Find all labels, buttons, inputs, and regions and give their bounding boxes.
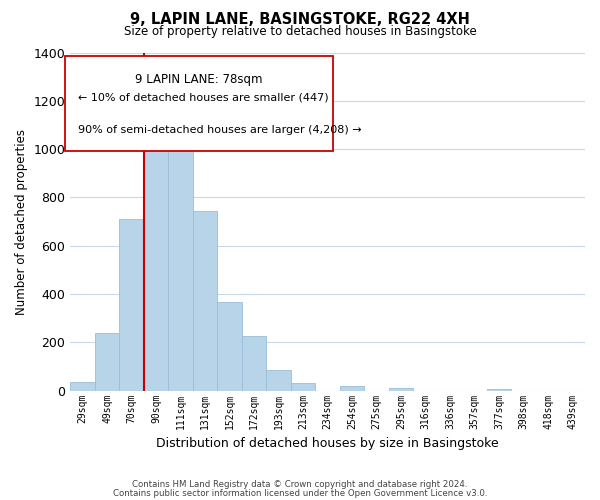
Text: Size of property relative to detached houses in Basingstoke: Size of property relative to detached ho… (124, 25, 476, 38)
Text: ← 10% of detached houses are smaller (447): ← 10% of detached houses are smaller (44… (78, 93, 329, 103)
Text: Contains HM Land Registry data © Crown copyright and database right 2024.: Contains HM Land Registry data © Crown c… (132, 480, 468, 489)
Bar (70, 382, 95, 390)
FancyBboxPatch shape (65, 56, 333, 150)
Bar (340, 386, 364, 390)
Text: Contains public sector information licensed under the Open Government Licence v3: Contains public sector information licen… (113, 488, 487, 498)
Bar (217, 302, 242, 390)
Bar (266, 370, 291, 390)
Bar (291, 384, 316, 390)
X-axis label: Distribution of detached houses by size in Basingstoke: Distribution of detached houses by size … (157, 437, 499, 450)
Bar (242, 336, 266, 390)
Text: 9, LAPIN LANE, BASINGSTOKE, RG22 4XH: 9, LAPIN LANE, BASINGSTOKE, RG22 4XH (130, 12, 470, 28)
Bar (193, 210, 217, 390)
Bar (169, 122, 193, 390)
Y-axis label: Number of detached properties: Number of detached properties (15, 128, 28, 314)
Bar (144, 126, 169, 390)
Bar (119, 219, 144, 390)
Text: 9 LAPIN LANE: 78sqm: 9 LAPIN LANE: 78sqm (135, 73, 263, 86)
Text: 90% of semi-detached houses are larger (4,208) →: 90% of semi-detached houses are larger (… (78, 124, 362, 134)
Bar (389, 388, 413, 390)
Bar (95, 332, 119, 390)
